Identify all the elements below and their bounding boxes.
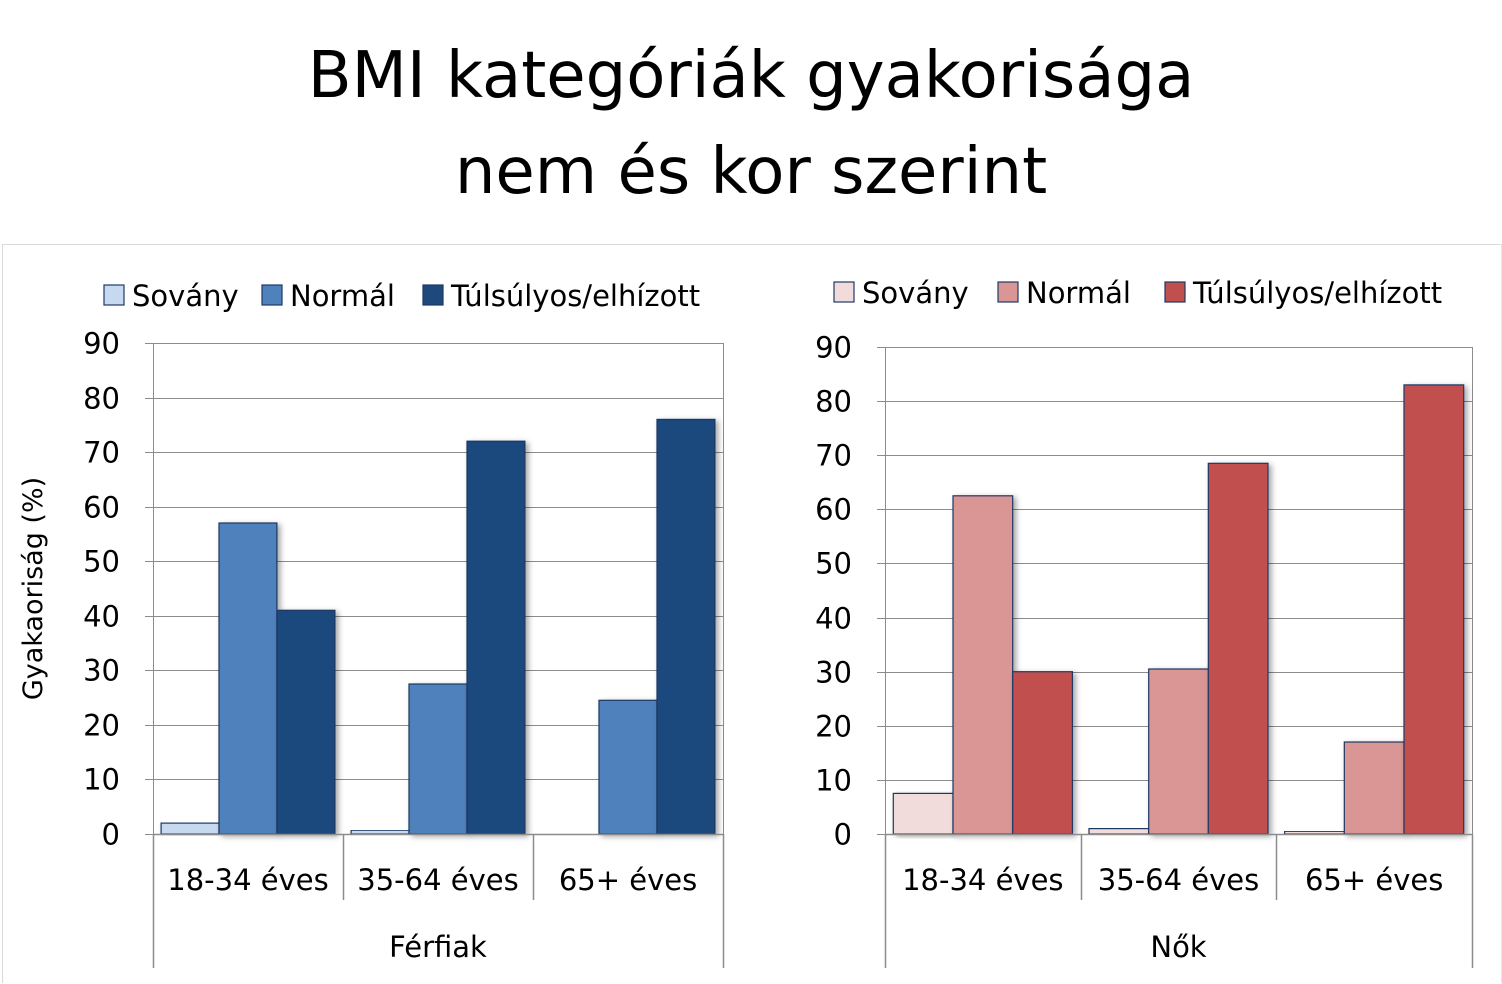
bar [1148, 668, 1209, 835]
bar [952, 495, 1014, 835]
title-line-2: nem és kor szerint [454, 135, 1048, 209]
y-tick-label: 70 [83, 436, 120, 470]
y-tick-label: 40 [815, 602, 852, 636]
y-tick-label: 20 [83, 709, 120, 743]
bar [1283, 830, 1345, 835]
legend-label: Normál [1026, 276, 1131, 310]
bar [160, 822, 220, 835]
y-tick-label: 40 [83, 600, 120, 634]
y-axis-title: Gyakaoriság (%) [18, 477, 49, 700]
x-tick-label: 35-64 éves [357, 863, 518, 897]
title-line-1: BMI kategóriák gyakorisága [307, 39, 1195, 113]
bar [1088, 827, 1150, 835]
y-tick-label: 10 [83, 763, 120, 797]
y-tick-label: 50 [815, 547, 852, 581]
y-tick-label: 60 [83, 491, 120, 525]
x-tick-label: 65+ éves [1305, 863, 1443, 897]
bar [350, 829, 410, 835]
y-tick-label: 0 [834, 818, 852, 852]
y-tick-label: 90 [815, 331, 852, 365]
legend-label: Sovány [132, 279, 239, 313]
legend-label: Túlsúlyos/elhízott [450, 279, 700, 313]
y-tick-label: 80 [815, 385, 852, 419]
group-label: Férfiak [389, 930, 487, 964]
bar [892, 792, 954, 835]
bar [598, 699, 658, 835]
legend-swatch [997, 281, 1019, 303]
legend-swatch [1164, 281, 1186, 303]
y-tick-label: 30 [83, 654, 120, 688]
y-tick-label: 80 [83, 382, 120, 416]
legend-label: Normál [290, 279, 395, 313]
y-tick-label: 30 [815, 656, 852, 690]
x-tick-label: 18-34 éves [167, 863, 328, 897]
bar [1343, 741, 1405, 835]
y-tick-label: 50 [83, 545, 120, 579]
x-tick-label: 35-64 éves [1098, 863, 1259, 897]
bar [1207, 462, 1269, 835]
x-tick-label: 65+ éves [559, 863, 697, 897]
bar [218, 522, 278, 835]
legend-swatch [833, 281, 855, 303]
legend-label: Sovány [862, 276, 969, 310]
y-tick-label: 10 [815, 764, 852, 798]
bar [1403, 384, 1465, 835]
y-tick-label: 70 [815, 439, 852, 473]
y-tick-label: 90 [83, 327, 120, 361]
bar [276, 609, 336, 835]
group-label: Nők [1150, 930, 1206, 964]
y-tick-label: 20 [815, 710, 852, 744]
x-tick-label: 18-34 éves [902, 863, 1063, 897]
slide-title: BMI kategóriák gyakorisága nem és kor sz… [0, 28, 1502, 220]
bar [1012, 671, 1074, 835]
y-tick-label: 0 [102, 818, 120, 852]
legend-swatch [422, 284, 444, 306]
legend-swatch [103, 284, 125, 306]
legend-swatch [261, 284, 283, 306]
bar [408, 683, 468, 835]
y-tick-label: 60 [815, 493, 852, 527]
bar [466, 440, 526, 835]
bar [656, 418, 716, 835]
legend-label: Túlsúlyos/elhízott [1192, 276, 1442, 310]
